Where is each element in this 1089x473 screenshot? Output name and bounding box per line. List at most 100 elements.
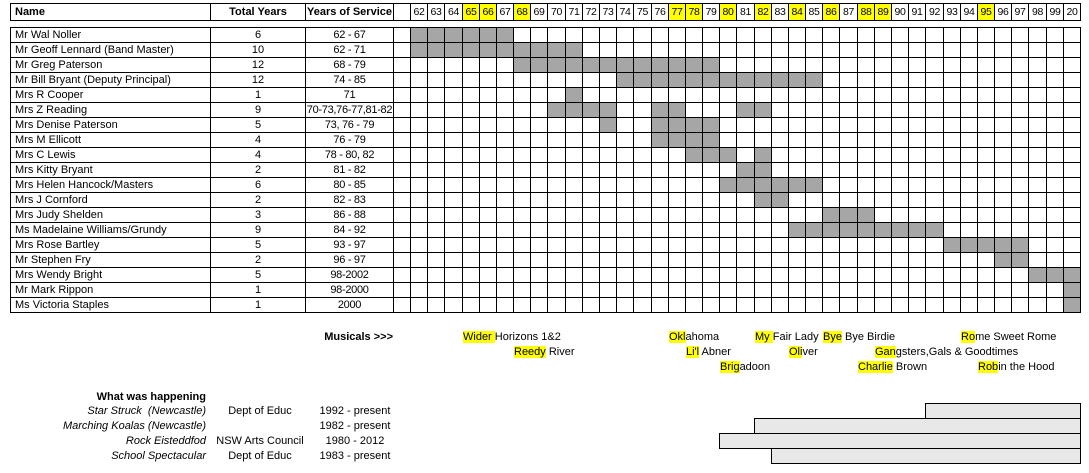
service-year-cell xyxy=(1011,132,1029,148)
service-year-cell xyxy=(1046,72,1064,88)
musical-label: Reedy River xyxy=(514,346,575,359)
service-year-cell xyxy=(616,282,634,298)
service-year-cell xyxy=(754,267,772,283)
service-year-cell xyxy=(462,132,480,148)
service-year-cell xyxy=(565,87,583,103)
service-year-cell xyxy=(1063,57,1081,73)
service-year-cell xyxy=(771,177,789,193)
musical-title-highlight: Gan xyxy=(875,346,896,358)
service-year-cell xyxy=(633,297,652,313)
service-year-cell xyxy=(1028,72,1047,88)
service-year-cell xyxy=(754,282,772,298)
year-header-cell: 65 xyxy=(462,3,480,21)
service-year-cell xyxy=(736,267,755,283)
service-year-cell xyxy=(1046,102,1064,118)
service-year-cell xyxy=(977,117,995,133)
service-year-cell xyxy=(530,252,548,268)
service-year-cell xyxy=(530,42,548,58)
service-year-cell xyxy=(668,132,686,148)
musical-title-text: Abner xyxy=(699,346,731,358)
service-year-cell xyxy=(616,57,634,73)
service-year-cell xyxy=(805,282,823,298)
service-year-cell xyxy=(547,147,566,163)
service-year-cell xyxy=(599,252,617,268)
year-header-cell: 68 xyxy=(513,3,531,21)
service-year-cell xyxy=(565,207,583,223)
service-year-cell xyxy=(857,207,875,223)
service-year-cell xyxy=(925,267,944,283)
service-year-cell xyxy=(599,177,617,193)
service-year-cell xyxy=(427,42,445,58)
service-year-cell xyxy=(822,282,840,298)
service-year-cell xyxy=(874,267,892,283)
service-year-cell xyxy=(943,177,961,193)
member-name-cell: Mrs J Cornford xyxy=(10,192,211,208)
service-year-cell xyxy=(479,207,497,223)
service-year-cell xyxy=(994,282,1012,298)
service-year-cell xyxy=(651,297,669,313)
service-year-cell xyxy=(857,222,875,238)
service-year-cell xyxy=(805,72,823,88)
service-year-cell xyxy=(839,267,858,283)
year-header-cell: 99 xyxy=(1046,3,1064,21)
service-year-cell xyxy=(1063,162,1081,178)
years-of-service-cell: 98-2002 xyxy=(305,267,394,283)
service-year-cell xyxy=(771,222,789,238)
musical-title-highlight: Wider xyxy=(463,331,495,343)
service-year-cell xyxy=(822,57,840,73)
service-year-cell xyxy=(771,237,789,253)
service-year-cell xyxy=(633,102,652,118)
service-year-cell xyxy=(771,267,789,283)
years-of-service-cell: 96 - 97 xyxy=(305,252,394,268)
service-year-cell xyxy=(1063,117,1081,133)
service-year-cell xyxy=(908,27,926,43)
spacer-cell xyxy=(393,132,411,148)
service-year-cell xyxy=(479,192,497,208)
service-year-cell xyxy=(496,222,514,238)
service-year-cell xyxy=(444,147,463,163)
service-year-cell xyxy=(496,57,514,73)
service-year-cell xyxy=(754,207,772,223)
service-year-cell xyxy=(908,222,926,238)
service-year-cell xyxy=(925,282,944,298)
service-year-cell xyxy=(908,87,926,103)
service-year-cell xyxy=(857,87,875,103)
service-year-cell xyxy=(547,282,566,298)
service-year-cell xyxy=(857,117,875,133)
service-year-cell xyxy=(857,237,875,253)
service-year-cell xyxy=(960,57,978,73)
service-year-cell xyxy=(822,207,840,223)
musical-title-text: Fair Lady xyxy=(772,331,819,343)
service-year-cell xyxy=(565,57,583,73)
service-year-cell xyxy=(668,102,686,118)
service-year-cell xyxy=(943,147,961,163)
service-year-cell xyxy=(462,207,480,223)
service-year-cell xyxy=(668,237,686,253)
service-year-cell xyxy=(462,27,480,43)
service-year-cell xyxy=(719,87,737,103)
service-year-cell xyxy=(1028,102,1047,118)
service-year-cell xyxy=(582,102,600,118)
service-year-cell xyxy=(633,192,652,208)
service-year-cell xyxy=(651,132,669,148)
year-header-cell: 64 xyxy=(444,3,463,21)
service-year-cell xyxy=(599,117,617,133)
service-year-cell xyxy=(977,42,995,58)
service-year-cell xyxy=(857,162,875,178)
service-year-cell xyxy=(891,102,909,118)
service-year-cell xyxy=(1011,72,1029,88)
service-year-cell xyxy=(633,117,652,133)
service-year-cell xyxy=(805,222,823,238)
program-name: School Spectacular xyxy=(111,450,206,462)
service-year-cell xyxy=(771,162,789,178)
musical-title-text: gsters,Gals & Goodtimes xyxy=(895,346,1019,358)
service-year-cell xyxy=(444,87,463,103)
service-year-cell xyxy=(547,252,566,268)
service-year-cell xyxy=(444,297,463,313)
service-year-cell xyxy=(891,207,909,223)
service-year-cell xyxy=(462,222,480,238)
service-year-cell xyxy=(479,72,497,88)
service-year-cell xyxy=(1011,192,1029,208)
year-header-cell: 80 xyxy=(719,3,737,21)
service-year-cell xyxy=(839,207,858,223)
